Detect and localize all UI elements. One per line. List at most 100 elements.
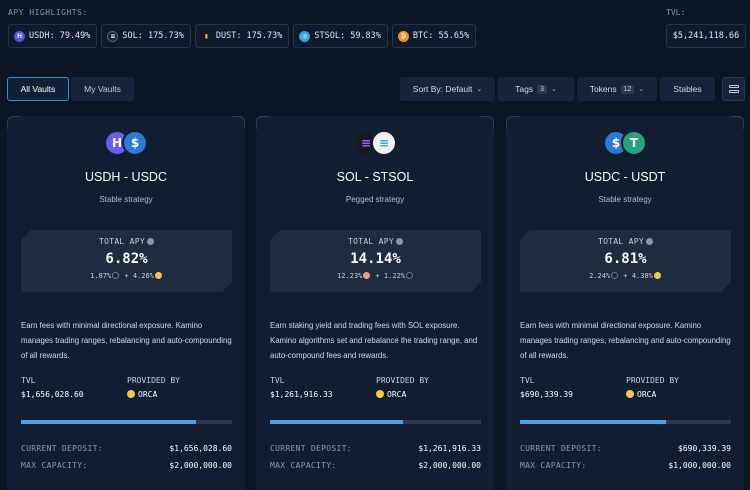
vault-pair-title: SOL - STSOL [336,170,414,184]
stake-token-icon [363,272,370,279]
vault-card-usdc-usdt[interactable]: $ T USDC - USDT Stable strategy TOTAL AP… [506,116,744,490]
tvl-value: $690,339.39 [520,390,573,399]
tags-dropdown[interactable]: Tags 3 ⌄ [498,77,574,101]
total-apy-label: TOTAL APY [21,237,232,246]
max-capacity-label: MAX CAPACITY: [21,461,88,470]
tab-all-vaults[interactable]: All Vaults [7,77,69,101]
tokens-label: Tokens [589,84,617,94]
total-apy-box: TOTAL APY 6.81% 2.24% + 4.38% [520,230,731,292]
chevron-down-icon: ⌄ [638,86,645,93]
token-pair-logos: $ T [506,130,744,160]
apy-chip-usdh[interactable]: H USDH: 79.49% [8,24,98,48]
info-icon[interactable] [396,238,403,245]
chevron-down-icon: ⌄ [551,86,557,93]
vault-pair-title: USDC - USDT [584,170,666,184]
total-apy-label: TOTAL APY [520,237,731,246]
total-apy-box: TOTAL APY 6.82% 1.87% + 4.26% [21,230,232,292]
orca-icon [127,390,135,398]
vault-strategy: Stable strategy [99,195,153,204]
current-deposit-value: $690,339.39 [678,444,731,453]
provided-by-label: PROVIDED BY [376,376,429,385]
fee-token-icon [112,272,119,279]
tvl-label: TVL [21,376,36,385]
fee-token-icon [611,272,618,279]
tvl-value: $1,261,916.33 [270,390,333,399]
usdc-icon: $ [122,130,148,156]
btc-icon: ₿ [397,30,409,42]
orca-icon [376,390,384,398]
apy-chip-stsol[interactable]: ◎ STSOL: 59.83% [293,24,388,48]
capacity-bar-fill [520,420,666,424]
token-pair-logos: H $ [7,130,245,160]
total-tvl-label: TVL: [666,8,686,17]
total-tvl-value: $5,241,118.66 [666,24,746,48]
capacity-bar-fill [270,420,404,424]
token-pair-logos: ≡ ≡ [256,130,494,160]
sol-icon: ≡ [107,30,119,42]
total-apy-value: 6.81% [604,251,647,267]
stables-filter-button[interactable]: Stables [660,77,715,101]
max-capacity-value: $2,000,000.00 [169,461,232,470]
vault-description: Earn fees with minimal directional expos… [520,321,731,360]
max-capacity-value: $2,000,000.00 [418,461,481,470]
tab-my-vaults[interactable]: My Vaults [71,77,134,101]
layout-toggle-button[interactable] [722,77,745,101]
apy-breakdown: 12.23% + 1.22% [270,272,481,280]
dust-icon: ▮ [204,32,208,40]
vault-card-sol-stsol[interactable]: ≡ ≡ SOL - STSOL Pegged strategy TOTAL AP… [256,116,494,490]
tvl-value: $1,656,028.60 [21,390,84,399]
capacity-bar-fill [21,420,196,424]
tvl-label: TVL [520,376,535,385]
tags-count-badge: 3 [537,84,547,94]
current-deposit-value: $1,656,028.60 [169,444,232,453]
capacity-bar [520,420,731,424]
apy-chip-btc[interactable]: ₿ BTC: 55.65% [391,24,477,48]
vault-description: Earn staking yield and trading fees with… [270,321,478,360]
tags-label: Tags [515,84,534,94]
chevron-down-icon: ⌄ [476,86,483,93]
apy-chip-text: SOL: 175.73% [122,31,184,41]
total-apy-label: TOTAL APY [270,237,481,246]
provider: ORCA [626,390,656,399]
vault-description: Earn fees with minimal directional expos… [21,321,232,360]
vault-pair-title: USDH - USDC [85,170,167,184]
usdt-icon: T [621,130,647,156]
total-apy-box: TOTAL APY 14.14% 12.23% + 1.22% [270,230,481,292]
orca-reward-icon [155,272,162,279]
apy-chip-text: STSOL: 59.83% [314,31,381,41]
total-apy-value: 6.82% [105,251,148,267]
orca-reward-icon [654,272,661,279]
vault-strategy: Stable strategy [598,195,652,204]
current-deposit-value: $1,261,916.33 [418,444,481,453]
max-capacity-label: MAX CAPACITY: [520,461,587,470]
provided-by-label: PROVIDED BY [127,376,180,385]
vault-strategy: Pegged strategy [345,195,405,204]
apy-chip-text: DUST: 175.73% [215,31,283,41]
current-deposit-label: CURRENT DEPOSIT: [21,444,103,453]
provider: ORCA [376,390,406,399]
apy-chip-sol[interactable]: ≡ SOL: 175.73% [101,24,191,48]
capacity-bar [270,420,481,424]
info-icon[interactable] [646,238,653,245]
vault-card-usdh-usdc[interactable]: H $ USDH - USDC Stable strategy TOTAL AP… [7,116,245,490]
apy-chip-dust[interactable]: ▮ DUST: 175.73% [194,24,290,48]
tokens-dropdown[interactable]: Tokens 12 ⌄ [577,77,657,101]
apy-chip-text: BTC: 55.65% [412,31,470,41]
max-capacity-value: $1,000,000.00 [668,461,731,470]
apy-breakdown: 1.87% + 4.26% [21,272,232,280]
sol-icon: ≡ [353,130,379,156]
apy-breakdown: 2.24% + 4.38% [520,272,731,280]
max-capacity-label: MAX CAPACITY: [270,461,337,470]
info-icon[interactable] [147,238,154,245]
layout-icon [728,85,739,88]
sort-dropdown[interactable]: Sort By: Default ⌄ [400,77,495,101]
current-deposit-label: CURRENT DEPOSIT: [520,444,602,453]
layout-icon [728,90,739,93]
orca-icon [626,390,634,398]
current-deposit-label: CURRENT DEPOSIT: [270,444,352,453]
tokens-count-badge: 12 [620,84,635,94]
apy-chip-text: USDH: 79.49% [29,31,91,41]
stsol-icon: ◎ [299,30,311,42]
total-apy-value: 14.14% [350,251,401,267]
stsol-icon: ≡ [371,130,397,156]
